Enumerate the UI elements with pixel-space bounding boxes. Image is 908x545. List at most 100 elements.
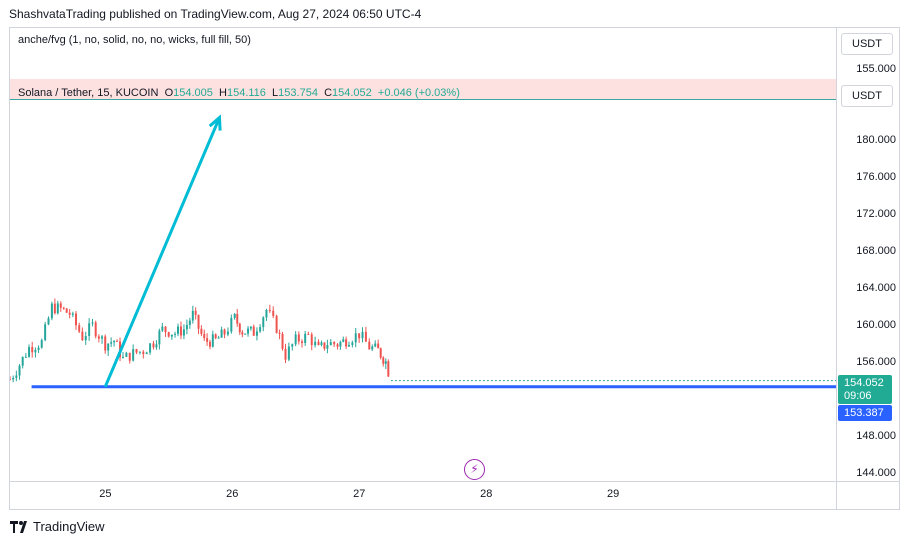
candle-body (71, 313, 74, 315)
candle-body (211, 334, 214, 347)
candle-body (132, 349, 135, 361)
time-axis-tick: 27 (353, 488, 366, 500)
price-axis-tick: 164.000 (856, 281, 896, 294)
main-series-legend[interactable]: Solana / Tether, 15, KUCOIN O154.005 H15… (18, 87, 460, 99)
candle-body (94, 322, 97, 337)
candle-body (301, 341, 303, 343)
tradingview-brand[interactable]: TradingView (33, 519, 105, 534)
trend-arrow-line[interactable] (103, 116, 221, 388)
candle-body (284, 348, 287, 360)
candle-body (191, 310, 194, 321)
candle-body (265, 310, 268, 318)
candle-body (314, 341, 317, 346)
candle-body (91, 322, 94, 324)
candle-body (272, 310, 275, 316)
candle-body (75, 313, 78, 326)
candle-body (194, 310, 197, 315)
candle-body (44, 324, 47, 341)
symbol-label: Solana / Tether, 15, KUCOIN (18, 87, 159, 99)
candle-body (88, 323, 91, 337)
main-unit-button[interactable]: USDT (841, 85, 893, 107)
published-caption: ShashvataTrading published on TradingVie… (9, 7, 422, 21)
candle-body (333, 342, 336, 345)
candle-body (291, 344, 294, 347)
time-axis-tick: 28 (480, 488, 493, 500)
candle-body (329, 342, 332, 346)
candle-body (317, 341, 320, 345)
candle-body (138, 351, 141, 353)
open-label: O (164, 87, 174, 99)
candle-body (287, 346, 290, 360)
candle-body (56, 303, 59, 314)
pane-separator-line (10, 99, 836, 100)
tradingview-logo-icon (10, 521, 27, 533)
candle-body (336, 344, 339, 347)
candle-body (262, 317, 265, 328)
candle-body (384, 361, 387, 364)
candle-body (310, 334, 313, 346)
candle-body (358, 333, 361, 339)
candle-body (167, 332, 170, 337)
candle-body (185, 324, 188, 330)
candle-body (354, 333, 357, 343)
chart-frame (9, 27, 900, 510)
time-axis-divider (9, 481, 900, 482)
candle-body (21, 356, 24, 366)
candle-body (10, 379, 11, 381)
high-label: H (219, 87, 227, 99)
candle-body (252, 326, 255, 336)
candle-body (152, 343, 155, 348)
candle-body (182, 329, 185, 336)
candle-body (28, 347, 31, 357)
price-axis-tick: 168.000 (856, 244, 896, 257)
price-axis-tick: 144.000 (856, 466, 896, 479)
candle-body (164, 326, 167, 333)
candle-body (174, 333, 177, 335)
candle-body (238, 323, 241, 333)
indicator-unit-button[interactable]: USDT (841, 33, 893, 55)
close-label: C (324, 87, 333, 99)
low-value: 153.754 (278, 87, 318, 99)
candle-body (377, 343, 380, 349)
candle-body (364, 331, 367, 342)
low-label: L (272, 87, 279, 99)
candle-body (142, 351, 145, 355)
candle-body (40, 340, 43, 348)
candle-body (347, 345, 350, 347)
candle-body (326, 345, 329, 349)
candle-body (78, 325, 81, 332)
candle-body (107, 343, 110, 351)
candle-body (200, 328, 203, 334)
high-value: 154.116 (226, 87, 266, 99)
price-axis-tick: 176.000 (856, 170, 896, 183)
candle-body (281, 333, 284, 349)
price-axis-tick: 156.000 (856, 355, 896, 368)
candle-body (15, 375, 18, 378)
indicator-legend[interactable]: anche/fvg (1, no, solid, no, no, wicks, … (18, 34, 251, 46)
candle-body (104, 336, 107, 351)
candle-body (268, 310, 271, 312)
candle-body (47, 318, 50, 325)
candle-body (170, 334, 173, 337)
price-plot[interactable] (10, 100, 836, 481)
candle-body (320, 342, 323, 345)
candle-body (374, 343, 377, 347)
candle-body (255, 331, 258, 336)
candle-body (161, 326, 164, 331)
lightning-icon[interactable]: ⚡ (464, 459, 485, 480)
candle-body (249, 326, 252, 329)
trend-arrow-head (208, 114, 222, 131)
indicator-price-label: 155.000 (856, 63, 896, 75)
candle-body (62, 307, 65, 309)
candle-body (275, 315, 278, 333)
candle-body (50, 303, 53, 319)
candle-body (18, 365, 21, 376)
candle-body (97, 336, 100, 339)
candle-body (149, 343, 152, 353)
candle-body (59, 303, 62, 308)
candle-body (177, 326, 180, 334)
candle-body (297, 334, 300, 342)
candle-body (247, 328, 250, 334)
candle-body (294, 334, 297, 345)
candle-body (368, 341, 371, 350)
